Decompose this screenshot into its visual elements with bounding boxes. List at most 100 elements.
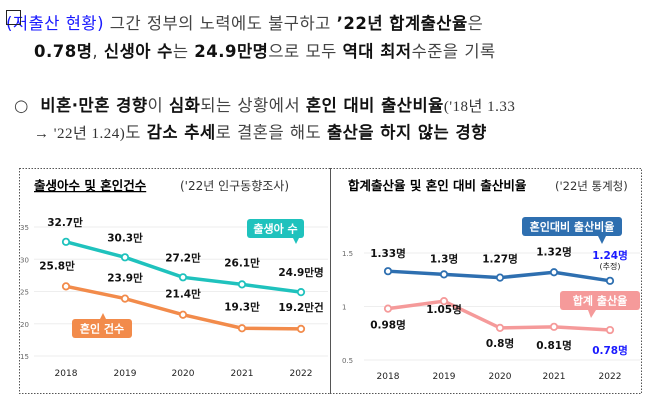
data-label: 27.2만 [165, 251, 201, 264]
section-tag: (저출산 현황) [6, 14, 105, 33]
legend-label: 출생아 수 [253, 222, 297, 236]
legend-label: 혼인 건수 [80, 322, 124, 336]
data-label: 0.81명 [536, 339, 572, 352]
bold-text: 0.78명 [34, 42, 93, 61]
y-tick-label: 15 [20, 353, 29, 361]
data-label: 1.05명 [426, 303, 462, 316]
chart-1-title: 출생아수 및 혼인건수 [34, 178, 147, 193]
y-tick-label: 1 [342, 304, 346, 312]
text: 으로 모두 [268, 42, 343, 61]
x-tick-label: 2020 [489, 372, 512, 382]
x-tick-label: 2019 [433, 372, 456, 382]
legend-pointer [293, 238, 299, 244]
x-tick-label: 2018 [377, 372, 400, 382]
data-point [549, 322, 559, 331]
data-point [605, 276, 615, 285]
bold-text: 비혼·만혼 경향 [40, 96, 148, 115]
data-label: 1.32명 [536, 245, 572, 258]
text: 는 [172, 42, 195, 61]
series-line-0 [65, 240, 302, 294]
text: 로 결혼을 해도 [215, 123, 327, 142]
data-label: 19.2만건 [278, 301, 323, 314]
data-point [237, 280, 247, 289]
y-tick-label: 30 [20, 256, 29, 264]
text: 이 [147, 96, 169, 115]
text: → '22년 1.24) [34, 126, 126, 142]
bold-text: 24.9만명 [194, 42, 269, 61]
text: 도 [125, 123, 147, 142]
text: , [92, 42, 104, 61]
chart-1-frame [19, 168, 331, 394]
data-point [549, 268, 559, 277]
data-label: 26.1만 [224, 256, 260, 269]
data-point [296, 324, 306, 334]
y-tick-label: 20 [20, 321, 29, 329]
bold-text: 혼인 대비 출산비율 [305, 96, 444, 115]
x-tick-label: 2021 [231, 369, 254, 379]
data-label: 1.3명 [430, 252, 458, 265]
legend-badge [247, 219, 304, 238]
data-label: 1.24명 [592, 249, 628, 262]
data-point [120, 253, 130, 262]
chart-2-frame [330, 168, 642, 394]
legend-label: 혼인대비 출산비율 [530, 220, 615, 234]
bold-text: ’22년 합계출산율 [336, 14, 468, 33]
data-point [61, 282, 71, 291]
checkbox-bullet-icon [6, 10, 21, 25]
chart-1-subtitle: ('22년 인구동향조사) [180, 179, 289, 193]
chart-2-subtitle: ('22년 통계청) [555, 179, 628, 193]
legend-pointer [588, 310, 596, 318]
bold-text: 신생아 수 [103, 42, 173, 61]
data-point [495, 323, 505, 332]
data-label: 24.9만명 [278, 266, 323, 279]
y-tick-label: 35 [20, 224, 29, 232]
y-tick-label: 1.5 [342, 250, 353, 258]
data-label: 1.27명 [482, 253, 518, 266]
paragraph-1-line-2: 0.78명, 신생아 수는 24.9만명으로 모두 역대 최저수준을 기록 [34, 38, 496, 62]
data-point [383, 304, 393, 313]
data-label: 0.98명 [370, 319, 406, 332]
data-label: 25.8만 [39, 259, 75, 272]
x-tick-label: 2021 [543, 372, 566, 382]
text: 은 [467, 14, 484, 33]
data-label: 30.3만 [107, 231, 143, 244]
data-label: 19.3만 [224, 300, 260, 313]
data-label: 0.78명 [592, 344, 628, 357]
y-tick-label: 25 [20, 289, 29, 297]
data-label: 32.7만 [47, 216, 83, 229]
legend-badge [72, 319, 132, 338]
data-point [237, 324, 247, 333]
text: 그간 정부의 노력에도 불구하고 [104, 14, 337, 33]
data-point [605, 325, 615, 335]
data-point [61, 237, 71, 246]
data-label: 21.4만 [165, 288, 201, 301]
legend-label: 합계 출산율 [573, 294, 627, 308]
text: 되는 상황에서 [200, 96, 306, 115]
chart-2-title: 합계출산율 및 혼인 대비 출산비율 [348, 178, 527, 193]
data-point [495, 273, 505, 282]
data-point [439, 270, 449, 279]
legend-badge [560, 291, 640, 310]
y-tick-label: 0.5 [342, 357, 353, 365]
data-point [120, 294, 130, 303]
paragraph-2-line-1: ○ 비혼·만혼 경향이 심화되는 상황에서 혼인 대비 출산비율('18년 1.… [14, 92, 515, 116]
text: 수준을 기록 [411, 42, 496, 61]
x-tick-label: 2020 [172, 369, 195, 379]
x-tick-label: 2018 [55, 369, 78, 379]
x-tick-label: 2022 [599, 372, 622, 382]
data-point [439, 297, 449, 306]
bold-text: 출산을 하지 않는 경향 [326, 123, 487, 142]
data-label: 0.8명 [486, 337, 514, 350]
bold-text: 감소 추세 [146, 123, 216, 142]
circle-bullet-icon: ○ [14, 96, 29, 115]
bold-text: 심화 [168, 96, 201, 115]
legend-pointer [100, 313, 106, 319]
paragraph-1-line-1: (저출산 현황) 그간 정부의 노력에도 불구하고 ’22년 합계출산율은 [6, 10, 483, 34]
data-label: 1.33명 [370, 247, 406, 260]
data-point [178, 310, 188, 319]
data-point [383, 267, 393, 276]
bold-text: 역대 최저 [342, 42, 412, 61]
text: ('18년 1.33 [443, 99, 516, 115]
paragraph-2-line-2: → '22년 1.24)도 감소 추세로 결혼을 해도 출산을 하지 않는 경향 [34, 119, 487, 143]
